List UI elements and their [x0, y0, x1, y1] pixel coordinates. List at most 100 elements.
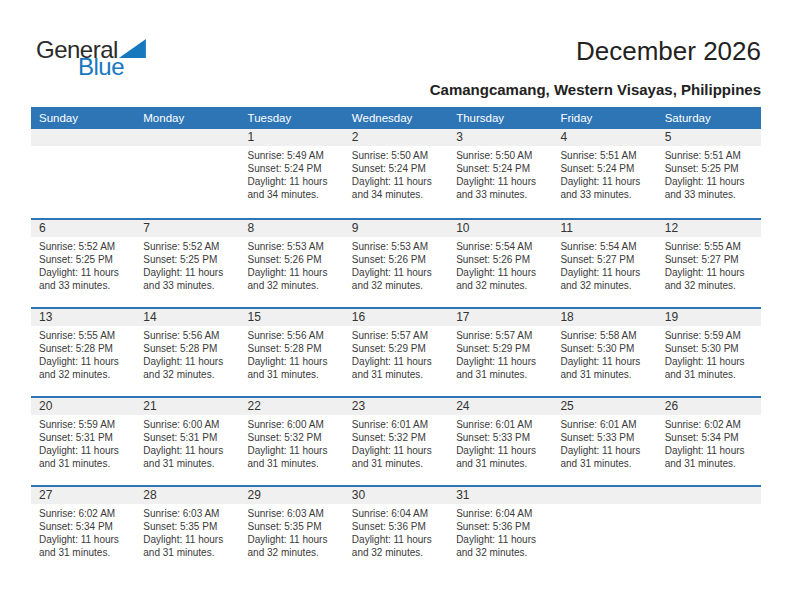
day-number: 19 — [657, 309, 761, 326]
page-subtitle: Camangcamang, Western Visayas, Philippin… — [430, 81, 761, 98]
empty-day-cell — [657, 487, 761, 574]
day-number: 31 — [448, 487, 552, 504]
sunset-text: Sunset: 5:32 PM — [352, 431, 442, 444]
daylight-text: Daylight: 11 hours and 32 minutes. — [143, 355, 233, 381]
day-details: Sunrise: 5:57 AMSunset: 5:29 PMDaylight:… — [448, 326, 552, 381]
day-details: Sunrise: 6:01 AMSunset: 5:33 PMDaylight:… — [552, 415, 656, 470]
daylight-text: Daylight: 11 hours and 32 minutes. — [456, 266, 546, 292]
day-details: Sunrise: 5:56 AMSunset: 5:28 PMDaylight:… — [240, 326, 344, 381]
sunrise-text: Sunrise: 6:04 AM — [352, 507, 442, 520]
sunrise-text: Sunrise: 5:52 AM — [143, 240, 233, 253]
day-number: 6 — [31, 220, 135, 237]
day-cell-19: 19Sunrise: 5:59 AMSunset: 5:30 PMDayligh… — [657, 309, 761, 396]
sunrise-text: Sunrise: 5:57 AM — [352, 329, 442, 342]
day-cell-10: 10Sunrise: 5:54 AMSunset: 5:26 PMDayligh… — [448, 220, 552, 307]
day-cell-6: 6Sunrise: 5:52 AMSunset: 5:25 PMDaylight… — [31, 220, 135, 307]
sunset-text: Sunset: 5:24 PM — [248, 162, 338, 175]
daylight-text: Daylight: 11 hours and 34 minutes. — [248, 175, 338, 201]
sunrise-text: Sunrise: 5:59 AM — [665, 329, 755, 342]
day-cell-31: 31Sunrise: 6:04 AMSunset: 5:36 PMDayligh… — [448, 487, 552, 574]
day-details: Sunrise: 6:00 AMSunset: 5:31 PMDaylight:… — [135, 415, 239, 470]
sunrise-text: Sunrise: 5:57 AM — [456, 329, 546, 342]
sunset-text: Sunset: 5:26 PM — [248, 253, 338, 266]
day-number: 7 — [135, 220, 239, 237]
day-cell-8: 8Sunrise: 5:53 AMSunset: 5:26 PMDaylight… — [240, 220, 344, 307]
day-cell-11: 11Sunrise: 5:54 AMSunset: 5:27 PMDayligh… — [552, 220, 656, 307]
sunset-text: Sunset: 5:24 PM — [456, 162, 546, 175]
sunset-text: Sunset: 5:36 PM — [456, 520, 546, 533]
daylight-text: Daylight: 11 hours and 32 minutes. — [665, 266, 755, 292]
day-cell-3: 3Sunrise: 5:50 AMSunset: 5:24 PMDaylight… — [448, 129, 552, 218]
sunset-text: Sunset: 5:35 PM — [143, 520, 233, 533]
sunrise-text: Sunrise: 6:02 AM — [665, 418, 755, 431]
day-cell-28: 28Sunrise: 6:03 AMSunset: 5:35 PMDayligh… — [135, 487, 239, 574]
daylight-text: Daylight: 11 hours and 32 minutes. — [352, 533, 442, 559]
daylight-text: Daylight: 11 hours and 31 minutes. — [143, 444, 233, 470]
day-number: 26 — [657, 398, 761, 415]
sunrise-text: Sunrise: 6:00 AM — [143, 418, 233, 431]
sunset-text: Sunset: 5:27 PM — [560, 253, 650, 266]
day-cell-7: 7Sunrise: 5:52 AMSunset: 5:25 PMDaylight… — [135, 220, 239, 307]
sunrise-text: Sunrise: 5:54 AM — [560, 240, 650, 253]
day-cell-15: 15Sunrise: 5:56 AMSunset: 5:28 PMDayligh… — [240, 309, 344, 396]
daylight-text: Daylight: 11 hours and 33 minutes. — [456, 175, 546, 201]
day-details: Sunrise: 5:50 AMSunset: 5:24 PMDaylight:… — [344, 146, 448, 201]
day-details: Sunrise: 5:52 AMSunset: 5:25 PMDaylight:… — [135, 237, 239, 292]
day-details: Sunrise: 5:53 AMSunset: 5:26 PMDaylight:… — [240, 237, 344, 292]
day-number: 14 — [135, 309, 239, 326]
weekday-saturday: Saturday — [657, 112, 761, 124]
daylight-text: Daylight: 11 hours and 34 minutes. — [352, 175, 442, 201]
day-cell-24: 24Sunrise: 6:01 AMSunset: 5:33 PMDayligh… — [448, 398, 552, 485]
general-blue-logo: General Blue — [36, 38, 146, 79]
day-cell-27: 27Sunrise: 6:02 AMSunset: 5:34 PMDayligh… — [31, 487, 135, 574]
day-details: Sunrise: 5:55 AMSunset: 5:27 PMDaylight:… — [657, 237, 761, 292]
day-details: Sunrise: 6:03 AMSunset: 5:35 PMDaylight:… — [240, 504, 344, 559]
day-cell-5: 5Sunrise: 5:51 AMSunset: 5:25 PMDaylight… — [657, 129, 761, 218]
sunset-text: Sunset: 5:24 PM — [352, 162, 442, 175]
daylight-text: Daylight: 11 hours and 32 minutes. — [456, 533, 546, 559]
week-row-5: 27Sunrise: 6:02 AMSunset: 5:34 PMDayligh… — [31, 485, 761, 574]
sunset-text: Sunset: 5:25 PM — [143, 253, 233, 266]
day-cell-20: 20Sunrise: 5:59 AMSunset: 5:31 PMDayligh… — [31, 398, 135, 485]
day-number — [31, 129, 135, 146]
sunset-text: Sunset: 5:33 PM — [560, 431, 650, 444]
day-details: Sunrise: 6:01 AMSunset: 5:33 PMDaylight:… — [448, 415, 552, 470]
daylight-text: Daylight: 11 hours and 32 minutes. — [560, 266, 650, 292]
sunrise-text: Sunrise: 5:59 AM — [39, 418, 129, 431]
sunset-text: Sunset: 5:29 PM — [456, 342, 546, 355]
sunrise-text: Sunrise: 5:52 AM — [39, 240, 129, 253]
sunrise-text: Sunrise: 5:58 AM — [560, 329, 650, 342]
page-title: December 2026 — [430, 36, 761, 67]
sunrise-text: Sunrise: 5:56 AM — [143, 329, 233, 342]
daylight-text: Daylight: 11 hours and 33 minutes. — [143, 266, 233, 292]
day-cell-9: 9Sunrise: 5:53 AMSunset: 5:26 PMDaylight… — [344, 220, 448, 307]
sunrise-text: Sunrise: 6:02 AM — [39, 507, 129, 520]
day-number: 9 — [344, 220, 448, 237]
day-details: Sunrise: 5:58 AMSunset: 5:30 PMDaylight:… — [552, 326, 656, 381]
weekday-header-row: SundayMondayTuesdayWednesdayThursdayFrid… — [31, 107, 761, 129]
day-cell-22: 22Sunrise: 6:00 AMSunset: 5:32 PMDayligh… — [240, 398, 344, 485]
sunset-text: Sunset: 5:28 PM — [143, 342, 233, 355]
sunset-text: Sunset: 5:25 PM — [39, 253, 129, 266]
sunrise-text: Sunrise: 5:55 AM — [665, 240, 755, 253]
sunset-text: Sunset: 5:31 PM — [143, 431, 233, 444]
day-number: 16 — [344, 309, 448, 326]
day-cell-16: 16Sunrise: 5:57 AMSunset: 5:29 PMDayligh… — [344, 309, 448, 396]
sunset-text: Sunset: 5:30 PM — [560, 342, 650, 355]
weekday-thursday: Thursday — [448, 112, 552, 124]
day-cell-14: 14 Sunrise: 5:56 AMSunset: 5:28 PMDayligh… — [135, 309, 239, 396]
day-number: 12 — [657, 220, 761, 237]
day-details: Sunrise: 6:00 AMSunset: 5:32 PMDaylight:… — [240, 415, 344, 470]
sunrise-text: Sunrise: 6:01 AM — [352, 418, 442, 431]
empty-day-cell — [552, 487, 656, 574]
day-number — [552, 487, 656, 504]
day-details: Sunrise: 6:02 AMSunset: 5:34 PMDaylight:… — [31, 504, 135, 559]
day-cell-18: 18Sunrise: 5:58 AMSunset: 5:30 PMDayligh… — [552, 309, 656, 396]
day-cell-17: 17Sunrise: 5:57 AMSunset: 5:29 PMDayligh… — [448, 309, 552, 396]
weekday-tuesday: Tuesday — [240, 112, 344, 124]
day-details: Sunrise: 5:53 AMSunset: 5:26 PMDaylight:… — [344, 237, 448, 292]
daylight-text: Daylight: 11 hours and 31 minutes. — [560, 444, 650, 470]
day-details: Sunrise: 6:01 AMSunset: 5:32 PMDaylight:… — [344, 415, 448, 470]
day-cell-12: 12Sunrise: 5:55 AMSunset: 5:27 PMDayligh… — [657, 220, 761, 307]
day-details: Sunrise: 5:54 AMSunset: 5:26 PMDaylight:… — [448, 237, 552, 292]
